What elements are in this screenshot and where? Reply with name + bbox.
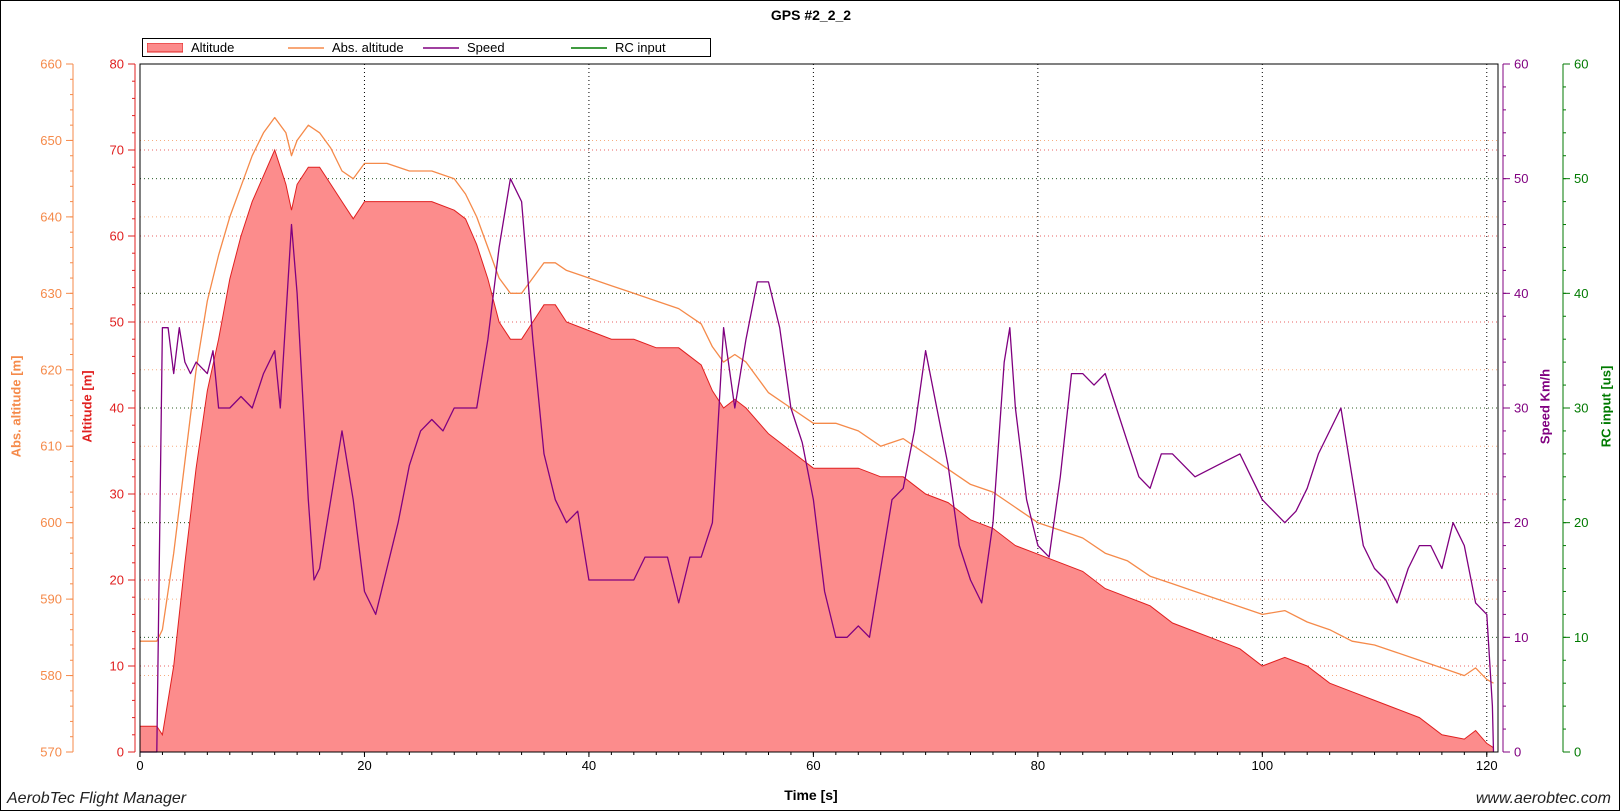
x-tick-label: 80 [1031, 758, 1045, 773]
website-footer: www.aerobtec.com [1475, 790, 1611, 807]
series-abs-altitude-line [140, 116, 1494, 684]
y-tick-label-abs-altitude: 600 [40, 515, 62, 530]
legend-label-rc-input: RC input [615, 40, 666, 55]
y-tick-label-altitude: 60 [110, 229, 124, 244]
y-tick-label-altitude: 0 [117, 745, 124, 760]
y-tick-label-speed: 40 [1514, 286, 1528, 301]
y-tick-label-rc-input: 40 [1574, 286, 1588, 301]
plot-border [139, 63, 1499, 753]
y-tick-label-speed: 50 [1514, 171, 1528, 186]
legend-label-abs-altitude: Abs. altitude [332, 40, 404, 55]
axes-layer: 0 20 40 60 80 100 1205705805906006106206306406… [40, 57, 1588, 774]
y-tick-label-abs-altitude: 650 [40, 133, 62, 148]
y-tick-label-speed: 0 [1514, 745, 1521, 760]
y-tick-label-abs-altitude: 660 [40, 57, 62, 72]
legend: Altitude Abs. altitude Speed RC input [142, 38, 711, 57]
legend-label-speed: Speed [467, 40, 505, 55]
legend-swatch-altitude [147, 43, 183, 53]
x-tick-label: 120 [1476, 758, 1498, 773]
series-speed-line [140, 178, 1495, 753]
y-tick-label-altitude: 20 [110, 573, 124, 588]
y-tick-label-speed: 60 [1514, 57, 1528, 72]
y-tick-label-altitude: 70 [110, 143, 124, 158]
x-tick-label: 40 [582, 758, 596, 773]
y-tick-label-speed: 30 [1514, 401, 1528, 416]
y-axis-title-abs-altitude: Abs. altitude [m] [8, 355, 24, 458]
y-tick-label-altitude: 10 [110, 659, 124, 674]
y-tick-label-abs-altitude: 620 [40, 362, 62, 377]
y-tick-label-abs-altitude: 610 [40, 439, 62, 454]
y-tick-label-rc-input: 60 [1574, 57, 1588, 72]
y-tick-label-rc-input: 50 [1574, 171, 1588, 186]
y-tick-label-rc-input: 0 [1574, 745, 1581, 760]
y-tick-label-abs-altitude: 640 [40, 209, 62, 224]
y-tick-label-altitude: 30 [110, 487, 124, 502]
x-axis-title: Time [s] [784, 787, 838, 803]
legend-swatch-rc-input [571, 47, 607, 49]
y-tick-label-abs-altitude: 580 [40, 668, 62, 683]
x-tick-label: 0 [136, 758, 143, 773]
y-tick-label-rc-input: 20 [1574, 515, 1588, 530]
legend-swatch-abs-altitude [288, 47, 324, 49]
y-tick-label-rc-input: 30 [1574, 401, 1588, 416]
y-axis-title-rc-input: RC input [us] [1598, 365, 1614, 448]
y-tick-label-altitude: 50 [110, 315, 124, 330]
series-altitude-area [140, 150, 1494, 752]
y-axis-title-altitude: Altitude [m] [79, 370, 95, 443]
chart-title: GPS #2_2_2 [770, 7, 852, 23]
y-tick-label-speed: 20 [1514, 515, 1528, 530]
y-tick-label-altitude: 40 [110, 401, 124, 416]
app-name-footer: AerobTec Flight Manager [7, 790, 187, 807]
x-tick-label: 20 [357, 758, 371, 773]
y-tick-label-altitude: 80 [110, 57, 124, 72]
series-layer [140, 116, 1495, 753]
y-tick-label-abs-altitude: 570 [40, 745, 62, 760]
legend-label-altitude: Altitude [191, 40, 235, 55]
y-tick-label-speed: 10 [1514, 630, 1528, 645]
series-altitude-line [140, 148, 1494, 749]
x-tick-label: 60 [806, 758, 820, 773]
y-tick-label-abs-altitude: 590 [40, 592, 62, 607]
y-tick-label-abs-altitude: 630 [40, 286, 62, 301]
y-axis-title-speed: Speed Km/h [1537, 368, 1553, 445]
legend-swatch-speed [423, 47, 459, 49]
x-tick-label: 100 [1251, 758, 1273, 773]
y-tick-label-rc-input: 10 [1574, 630, 1588, 645]
